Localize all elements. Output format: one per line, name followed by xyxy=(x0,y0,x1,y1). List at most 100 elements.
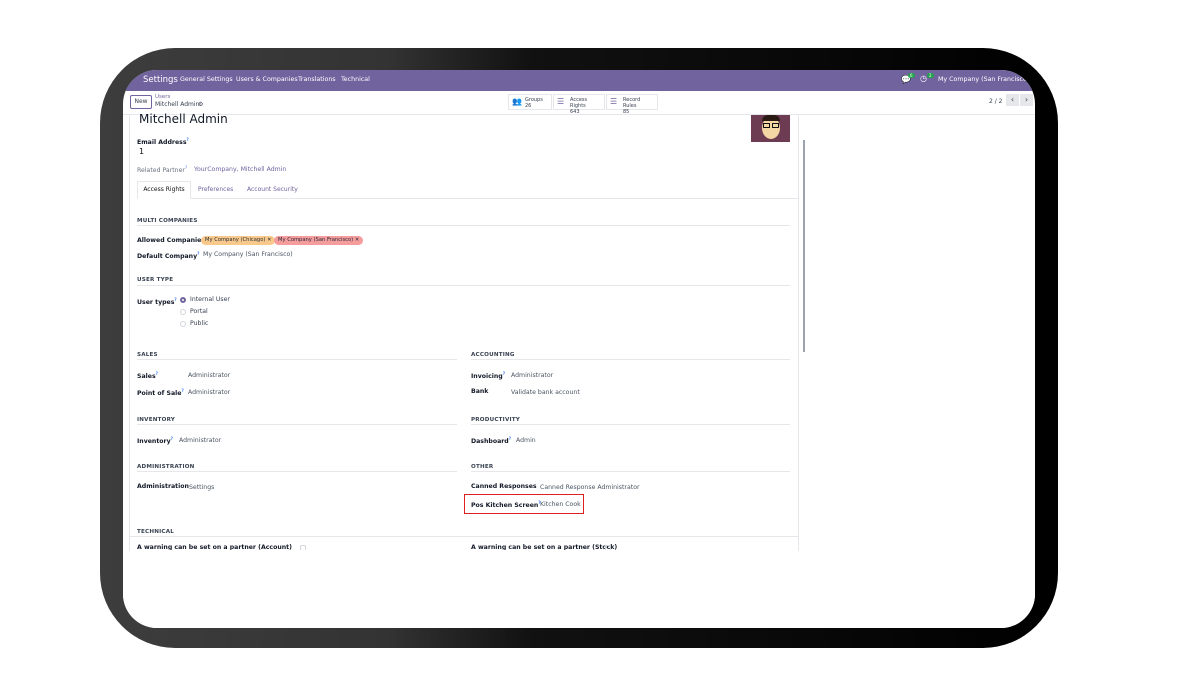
radio-portal[interactable] xyxy=(180,309,186,315)
administration-label: Administration xyxy=(137,483,189,490)
divider xyxy=(471,471,790,472)
dashboard-field[interactable]: Admin xyxy=(516,437,536,444)
bank-field[interactable]: Validate bank account xyxy=(511,389,580,396)
canned-responses-field[interactable]: Canned Response Administrator xyxy=(540,484,640,491)
groups-stat-button[interactable]: 👥 Groups 26 xyxy=(508,94,552,110)
menu-general-settings[interactable]: General Settings xyxy=(180,76,233,83)
warning-account-checkbox[interactable] xyxy=(300,545,306,550)
dashboard-label: Dashboard? xyxy=(471,436,512,446)
pos-kitchen-screen-label: Pos Kitchen Screen? xyxy=(471,500,541,510)
invoicing-field[interactable]: Administrator xyxy=(511,372,554,379)
warning-stock-checkbox[interactable] xyxy=(605,545,611,550)
gear-icon[interactable]: ⚙ xyxy=(198,101,204,108)
section-user-type: USER TYPE xyxy=(137,277,174,283)
invoicing-label: Invoicing? xyxy=(471,371,506,381)
canned-responses-label: Canned Responses xyxy=(471,483,537,490)
menu-translations[interactable]: Translations xyxy=(298,76,336,83)
breadcrumb-current: Mitchell Admin xyxy=(155,101,200,108)
divider xyxy=(129,536,799,537)
divider xyxy=(137,359,457,360)
user-name[interactable]: Mitchell Admin xyxy=(139,112,228,126)
top-navbar: Settings General Settings Users & Compan… xyxy=(123,70,1035,91)
activity-badge: 2 xyxy=(927,73,934,78)
company-tag[interactable]: My Company (San Francisco) ✕ xyxy=(274,236,364,245)
section-inventory: INVENTORY xyxy=(137,417,176,423)
messages-icon[interactable]: 💬 xyxy=(901,75,911,84)
activity-icon[interactable]: ◷ xyxy=(920,74,927,83)
radio-public[interactable] xyxy=(180,321,186,327)
section-productivity: PRODUCTIVITY xyxy=(471,417,521,423)
administration-field[interactable]: Settings xyxy=(189,484,215,491)
divider xyxy=(471,424,790,425)
pos-label: Point of Sale? xyxy=(137,388,184,398)
avatar[interactable] xyxy=(751,115,790,142)
section-multi-companies: MULTI COMPANIES xyxy=(137,218,198,224)
stat-label: Groups xyxy=(525,97,543,103)
tab-account-security[interactable]: Account Security xyxy=(247,186,298,193)
divider xyxy=(471,359,790,360)
inventory-label: Inventory? xyxy=(137,436,173,446)
pos-kitchen-screen-field[interactable]: Kitchen Cook xyxy=(540,501,581,508)
tab-access-rights[interactable]: Access Rights xyxy=(137,181,191,199)
allowed-companies-field[interactable]: My Company (Chicago) ✕ My Company (San F… xyxy=(201,236,501,246)
user-types-label: User types? xyxy=(137,297,177,307)
divider xyxy=(137,424,457,425)
section-sales: SALES xyxy=(137,352,158,358)
pager: 2 / 2 xyxy=(989,98,1003,105)
warning-stock-label: A warning can be set on a partner (Stock… xyxy=(471,544,618,550)
sales-field[interactable]: Administrator xyxy=(188,372,231,379)
breadcrumb-users[interactable]: Users xyxy=(155,94,171,100)
section-administration: ADMINISTRATION xyxy=(137,464,195,470)
stat-value: 643 xyxy=(570,109,580,115)
section-technical: TECHNICAL xyxy=(137,529,174,535)
sheet-border xyxy=(129,115,130,628)
users-icon: 👥 xyxy=(512,97,522,106)
previous-button[interactable]: ‹ xyxy=(1006,94,1019,106)
section-other: OTHER xyxy=(471,464,494,470)
warning-account-label: A warning can be set on a partner (Accou… xyxy=(137,544,292,550)
control-panel: New Users Mitchell Admin ⚙ 👥 Groups 26 ☰ Ac… xyxy=(123,91,1035,115)
section-accounting: ACCOUNTING xyxy=(471,352,515,358)
tab-preferences[interactable]: Preferences xyxy=(198,186,234,193)
new-button[interactable]: New xyxy=(130,95,152,109)
app-name[interactable]: Settings xyxy=(143,75,178,85)
email-label: Email Address? xyxy=(137,137,189,147)
divider xyxy=(137,471,457,472)
option-label: Internal User xyxy=(190,296,230,303)
email-field[interactable]: 1 xyxy=(139,147,145,156)
related-partner-link[interactable]: YourCompany, Mitchell Admin xyxy=(194,166,287,173)
access-rights-stat-button[interactable]: ☰ Access Rights 643 xyxy=(553,94,605,115)
radio-internal-user[interactable] xyxy=(180,297,186,303)
stat-label: Record Rules xyxy=(623,97,641,109)
list-icon: ☰ xyxy=(557,97,565,106)
tabs-border xyxy=(137,198,799,199)
sheet-border xyxy=(798,115,799,551)
default-company-field[interactable]: My Company (San Francisco) xyxy=(203,251,293,258)
next-button[interactable]: › xyxy=(1020,94,1033,106)
default-company-label: Default Company? xyxy=(137,251,200,261)
highlight-box xyxy=(464,494,584,514)
allowed-companies-label: Allowed Companies xyxy=(137,237,206,244)
pos-field[interactable]: Administrator xyxy=(188,389,231,396)
stat-value: 26 xyxy=(525,103,532,109)
menu-technical[interactable]: Technical xyxy=(341,76,370,83)
divider xyxy=(137,225,790,226)
option-label: Portal xyxy=(190,308,208,315)
company-switcher[interactable]: My Company (San Francisco) xyxy=(938,76,1030,83)
list-icon: ☰ xyxy=(610,97,618,106)
record-rules-stat-button[interactable]: ☰ Record Rules 85 xyxy=(606,94,658,115)
menu-users-companies[interactable]: Users & Companies xyxy=(236,76,298,83)
related-partner-label: Related Partner? xyxy=(137,165,188,175)
sales-label: Sales? xyxy=(137,371,158,381)
stat-label: Access Rights xyxy=(570,97,588,109)
messages-badge: 6 xyxy=(908,73,915,78)
option-label: Public xyxy=(190,320,209,327)
divider xyxy=(137,285,790,286)
bank-label: Bank xyxy=(471,388,489,395)
scrollbar[interactable] xyxy=(803,140,805,352)
company-tag[interactable]: My Company (Chicago) ✕ xyxy=(201,236,276,245)
screen: Settings General Settings Users & Compan… xyxy=(123,70,1035,628)
inventory-field[interactable]: Administrator xyxy=(179,437,222,444)
bottom-blank xyxy=(123,551,1035,628)
stat-value: 85 xyxy=(623,109,630,115)
